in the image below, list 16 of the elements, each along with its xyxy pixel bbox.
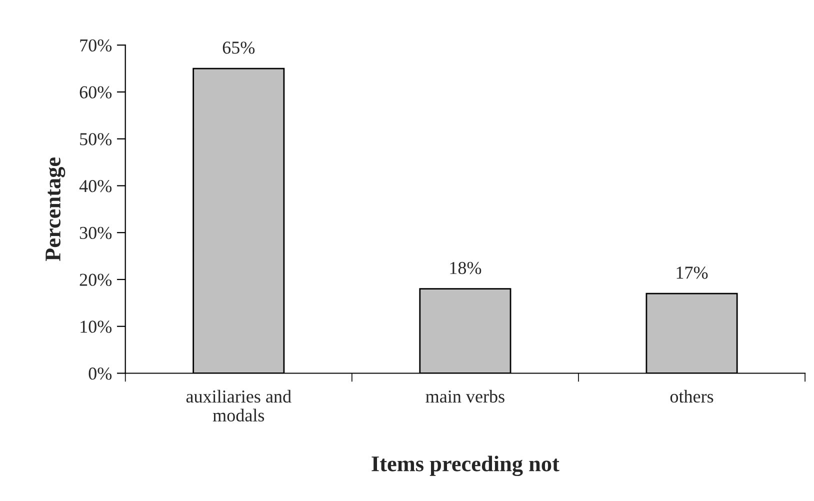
y-tick-label: 10% bbox=[80, 320, 112, 333]
data-label: 65% bbox=[222, 42, 255, 54]
x-tick-label: others bbox=[670, 390, 714, 403]
x-axis-title: Items preceding not bbox=[372, 456, 560, 476]
y-tick-label: 20% bbox=[80, 274, 112, 286]
y-axis-title: Percentage bbox=[46, 158, 66, 262]
y-tick-label: 70% bbox=[80, 39, 112, 52]
y-tick-label: 40% bbox=[79, 180, 112, 192]
data-label: 18% bbox=[450, 262, 482, 274]
y-tick-label: 0% bbox=[88, 368, 112, 380]
y-tick-label: 60% bbox=[80, 86, 112, 98]
data-label: 17% bbox=[676, 266, 708, 279]
x-tick-label: auxiliaries and modals bbox=[186, 390, 292, 422]
y-tick-label: 30% bbox=[80, 226, 112, 240]
y-tick-label: 50% bbox=[80, 133, 112, 146]
x-tick-label: main verbs bbox=[426, 390, 504, 403]
